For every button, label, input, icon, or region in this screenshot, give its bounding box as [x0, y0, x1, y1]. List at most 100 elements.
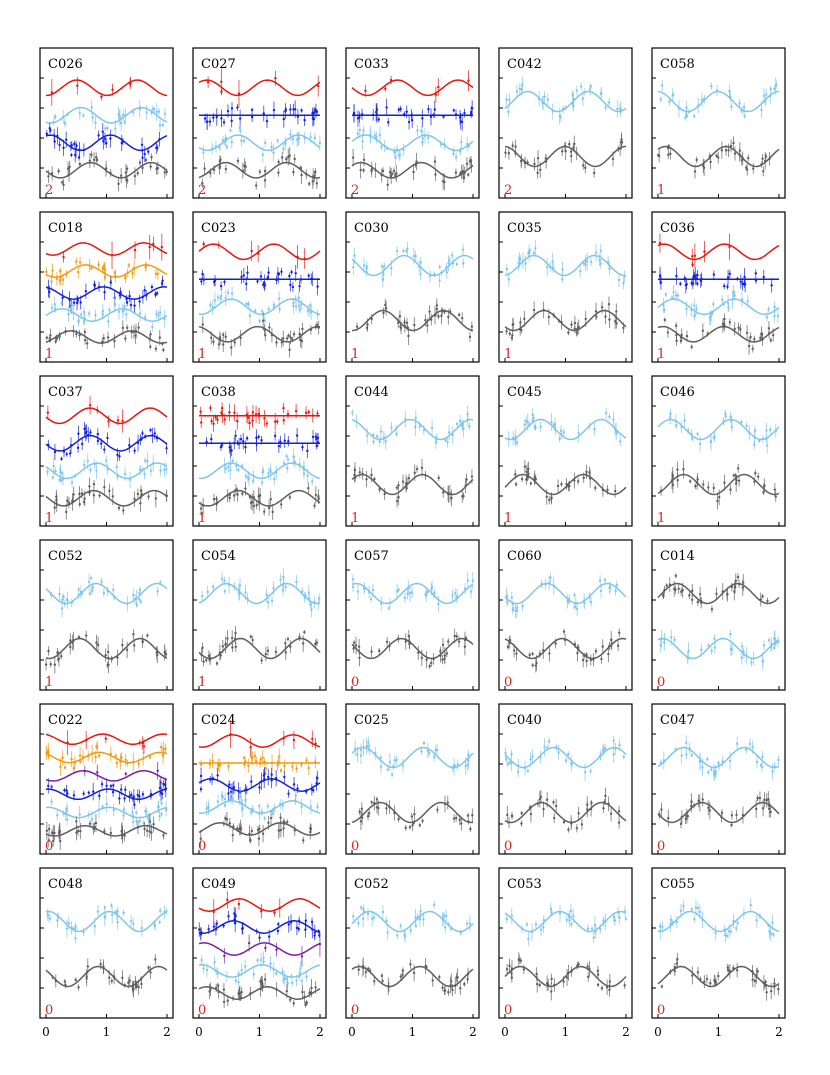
- data-point: [414, 163, 417, 166]
- data-point: [237, 468, 240, 472]
- data-point: [275, 471, 278, 474]
- data-point: [762, 491, 765, 494]
- data-point: [260, 810, 264, 814]
- data-point: [244, 475, 248, 478]
- data-point: [751, 745, 754, 749]
- data-point: [200, 594, 204, 598]
- data-point: [721, 322, 725, 326]
- data-point: [82, 463, 86, 467]
- data-point: [507, 152, 511, 155]
- data-point: [745, 331, 749, 335]
- data-point: [676, 468, 679, 471]
- data-point: [761, 659, 764, 663]
- data-point: [722, 419, 725, 423]
- data-point: [289, 283, 292, 287]
- data-point: [404, 482, 408, 485]
- data-point: [614, 747, 617, 750]
- data-point: [436, 808, 439, 811]
- data-point: [65, 273, 68, 276]
- series-gray: [657, 460, 780, 510]
- data-point: [732, 290, 736, 294]
- data-point: [236, 419, 239, 423]
- data-point: [113, 339, 116, 343]
- data-point: [311, 737, 314, 741]
- series-lightblue: [657, 735, 780, 781]
- data-point: [136, 793, 140, 797]
- data-point: [245, 413, 249, 416]
- data-point: [269, 816, 273, 820]
- data-point: [314, 435, 318, 438]
- data-point: [234, 434, 237, 438]
- data-point: [769, 810, 772, 814]
- data-point: [141, 757, 145, 760]
- data-point: [252, 495, 255, 499]
- panel-title: C057: [354, 549, 389, 564]
- data-point: [680, 754, 683, 757]
- data-point: [277, 297, 281, 300]
- data-point: [202, 278, 206, 281]
- data-point: [46, 913, 49, 916]
- data-point: [294, 272, 297, 275]
- data-point: [136, 492, 140, 496]
- data-point: [53, 506, 56, 509]
- data-point: [724, 414, 727, 418]
- data-point: [523, 766, 527, 770]
- data-point: [309, 827, 313, 830]
- data-point: [660, 808, 663, 811]
- data-point: [406, 592, 409, 595]
- data-point: [422, 429, 426, 432]
- data-point: [685, 106, 688, 109]
- data-point: [88, 485, 91, 488]
- data-point: [561, 277, 564, 281]
- data-point: [153, 924, 157, 927]
- data-point: [521, 259, 525, 262]
- model-curve: [198, 734, 321, 748]
- data-point: [547, 740, 551, 743]
- data-point: [287, 334, 290, 337]
- data-point: [764, 437, 768, 441]
- data-point: [604, 315, 607, 318]
- data-point: [118, 455, 121, 458]
- data-point: [764, 100, 767, 103]
- series-gray: [657, 791, 780, 829]
- data-point: [97, 134, 100, 137]
- data-point: [528, 423, 531, 426]
- data-point: [58, 839, 62, 843]
- data-point: [468, 335, 472, 339]
- data-point: [265, 593, 268, 597]
- data-point: [62, 595, 65, 599]
- data-point: [394, 156, 397, 159]
- data-point: [125, 167, 129, 171]
- panel-title: C018: [48, 221, 83, 236]
- data-point: [90, 153, 93, 156]
- data-point: [285, 157, 288, 161]
- data-point: [284, 585, 287, 589]
- data-point: [109, 752, 113, 756]
- data-point: [267, 506, 271, 509]
- data-point: [381, 278, 384, 281]
- data-point: [733, 327, 736, 331]
- data-point: [165, 170, 168, 174]
- data-point: [301, 642, 305, 645]
- model-curve: [351, 254, 474, 277]
- data-point: [91, 790, 95, 793]
- data-point: [728, 321, 732, 324]
- data-point: [698, 759, 702, 763]
- series-lightblue: [351, 405, 474, 450]
- data-point: [287, 439, 290, 443]
- data-point: [258, 170, 262, 173]
- data-point: [535, 661, 538, 665]
- data-point: [730, 823, 733, 827]
- data-point: [404, 418, 407, 421]
- data-point: [164, 787, 168, 790]
- data-point: [164, 653, 168, 656]
- data-point: [144, 265, 147, 269]
- series-lightblue: [351, 241, 474, 288]
- data-point: [70, 304, 74, 307]
- data-point: [762, 170, 765, 173]
- data-point: [361, 472, 364, 476]
- data-point: [149, 345, 152, 348]
- data-point: [69, 444, 73, 447]
